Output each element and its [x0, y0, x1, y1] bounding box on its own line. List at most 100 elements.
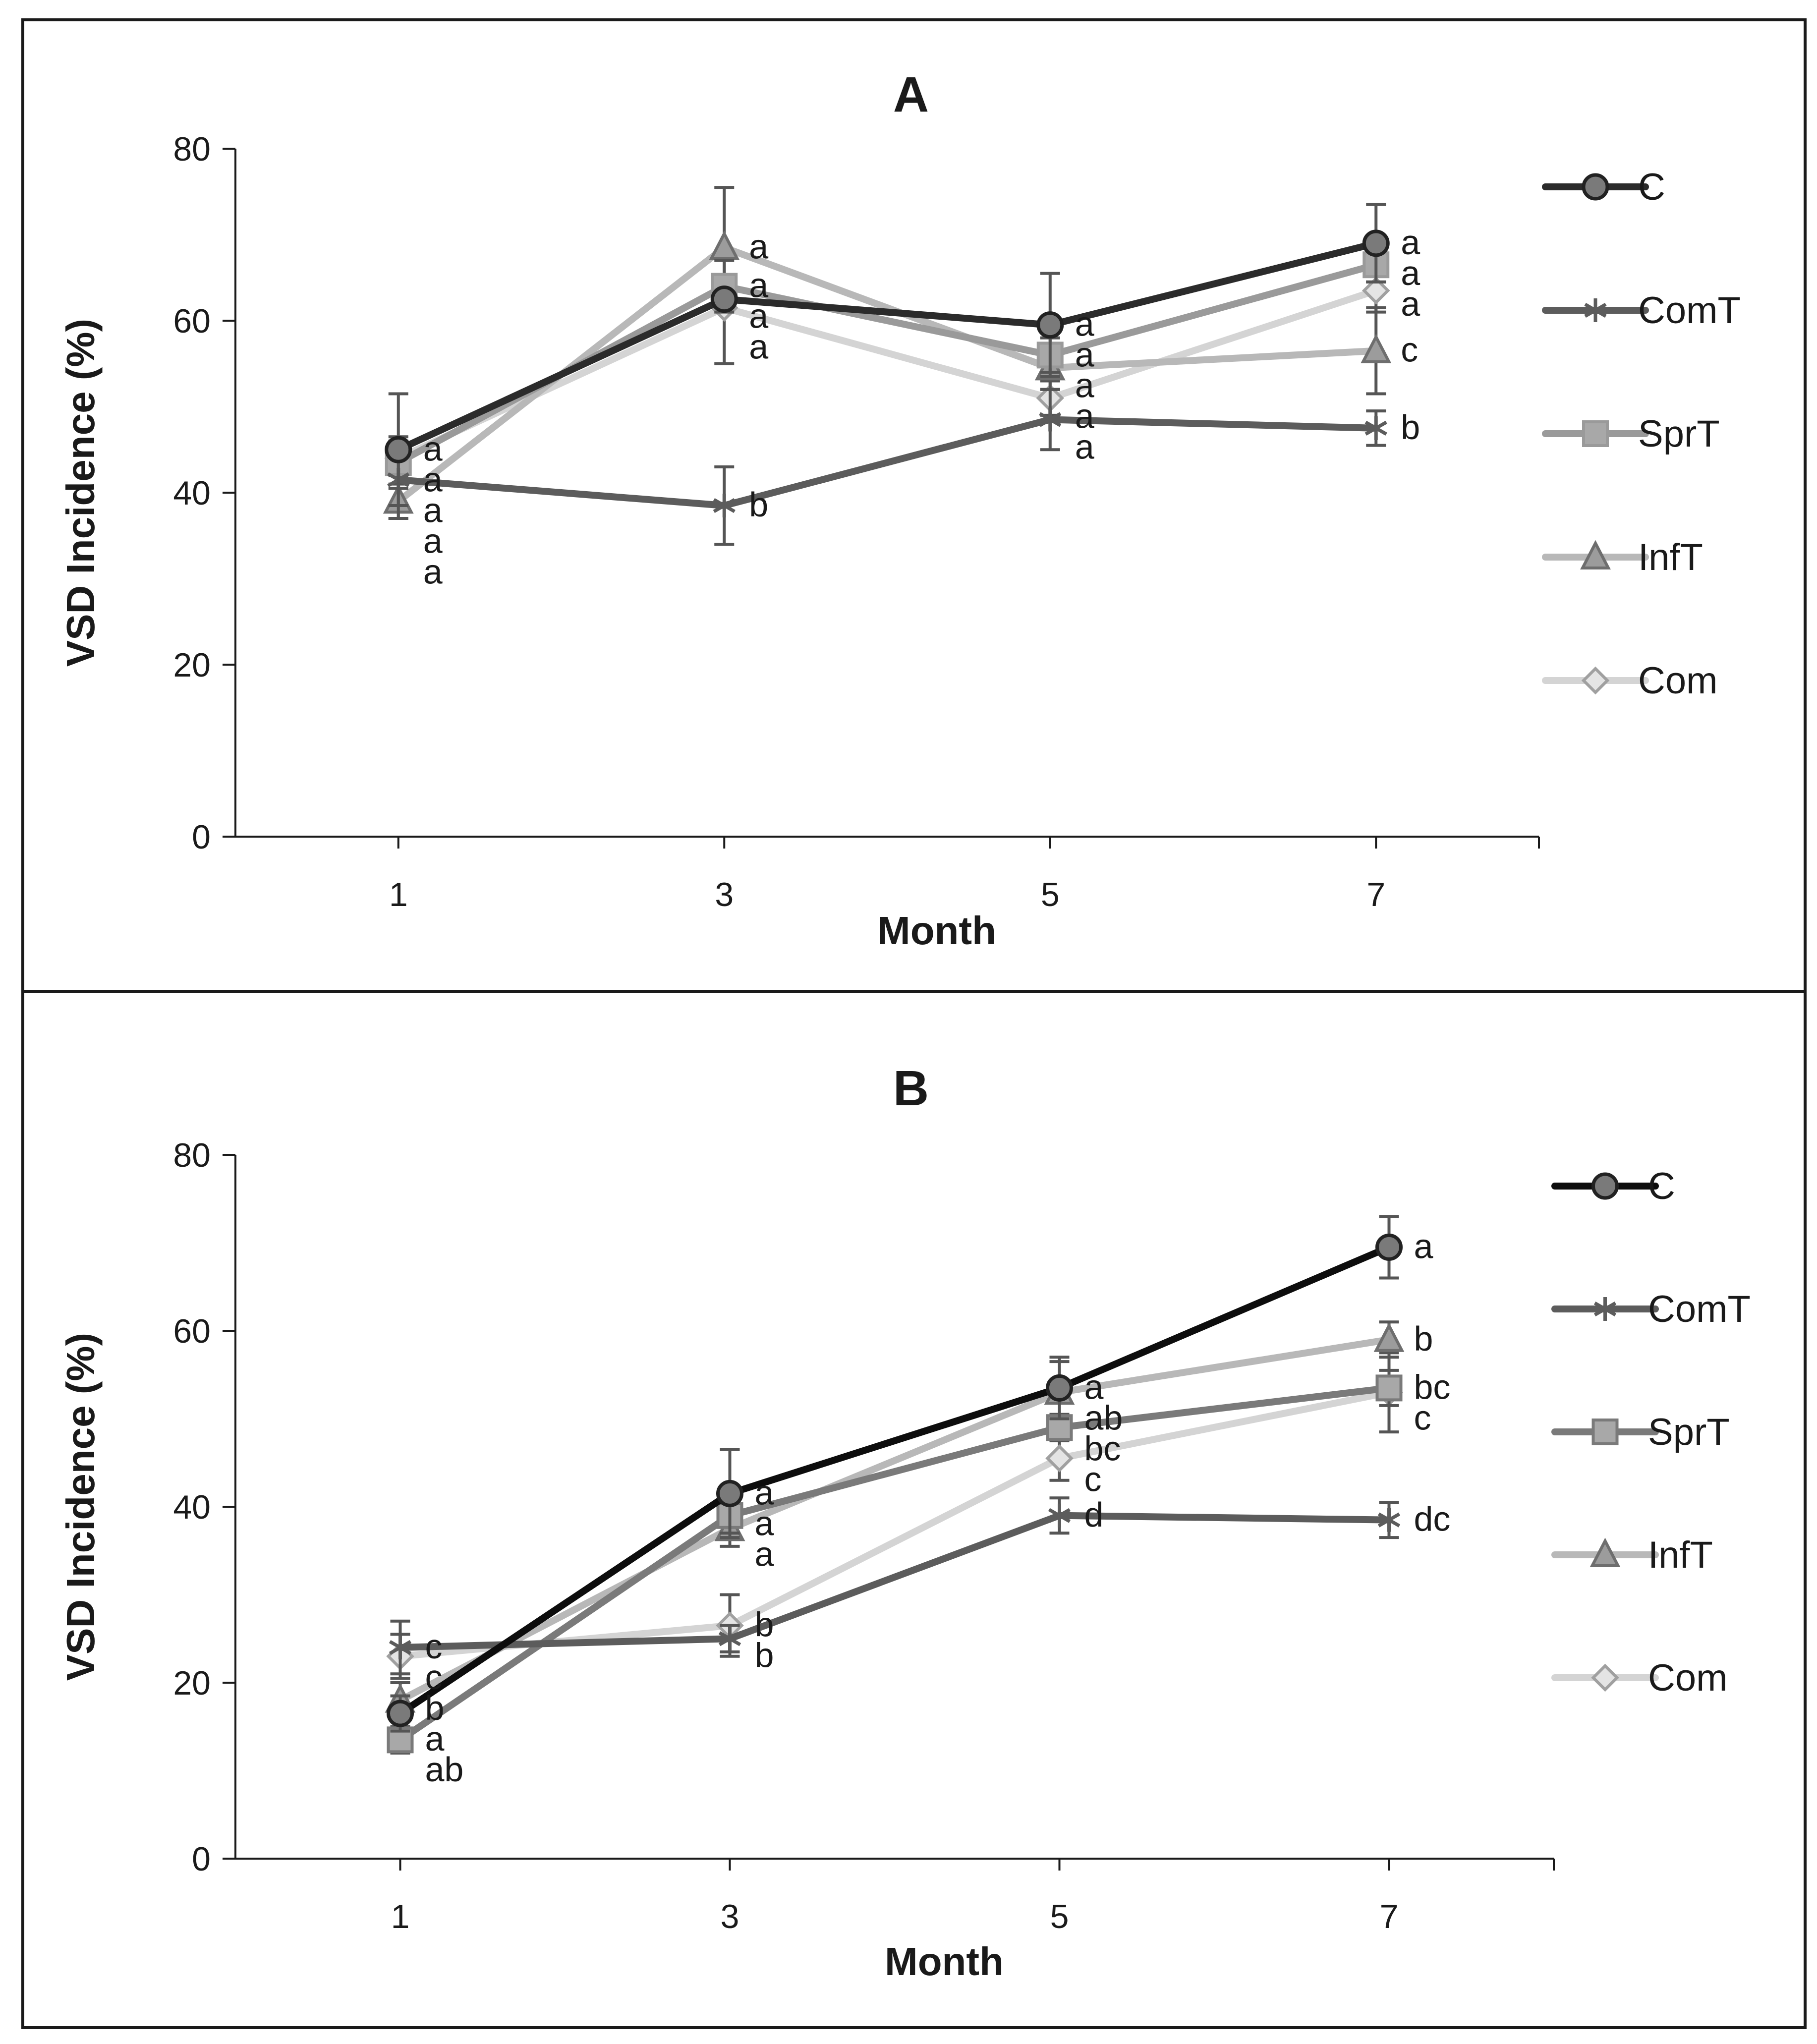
data-point: [1039, 407, 1062, 432]
x-tick-label: 3: [715, 876, 734, 913]
series-line: [397, 1384, 1393, 1744]
x-tick-label: 1: [391, 1898, 410, 1935]
y-axis-title: VSD Incidence (%): [58, 319, 103, 667]
x-tick-label: 7: [1380, 1898, 1399, 1935]
legend-item-sprt: SprT: [1551, 1411, 1730, 1453]
significance-label: a: [1401, 284, 1420, 323]
significance-label: c: [425, 1658, 443, 1697]
x-tick-label: 3: [721, 1898, 739, 1935]
series-line: [397, 1244, 1393, 1717]
chart-title: B: [893, 1061, 929, 1116]
x-tick-label: 7: [1366, 876, 1385, 913]
legend-marker: [1584, 298, 1607, 322]
data-point: [1046, 1374, 1073, 1402]
significance-label: b: [755, 1636, 774, 1675]
legend-label: ComT: [1648, 1288, 1751, 1330]
legend-marker: [1581, 666, 1610, 695]
data-point: [385, 436, 412, 463]
data-point: [1361, 334, 1392, 363]
series-line: [395, 287, 1380, 462]
significance-label: c: [425, 1627, 443, 1666]
y-tick-label: 0: [192, 818, 211, 856]
legend-label: Com: [1648, 1657, 1727, 1699]
data-point: [1362, 277, 1390, 305]
legend-marker: [1582, 173, 1609, 201]
significance-label: a: [423, 460, 443, 499]
panel-frame: [21, 990, 1807, 2029]
significance-label: b: [749, 485, 768, 524]
y-tick-label: 20: [173, 646, 211, 684]
legend-marker: [1582, 420, 1609, 447]
data-point: [1373, 1322, 1405, 1352]
significance-label: a: [749, 328, 768, 366]
significance-label: a: [1084, 1367, 1104, 1406]
data-point: [1364, 416, 1387, 440]
legend-item-sprt: SprT: [1542, 413, 1720, 455]
data-point: [710, 285, 738, 313]
legend-item-inft: InfT: [1542, 536, 1703, 578]
y-tick-label: 80: [173, 130, 211, 168]
legend-label: ComT: [1638, 289, 1741, 332]
significance-label: dc: [1414, 1500, 1451, 1538]
data-point: [709, 230, 740, 260]
data-point: [713, 494, 736, 518]
significance-label: a: [1401, 254, 1420, 292]
significance-label: d: [1084, 1495, 1104, 1534]
legend-marker: [1591, 1172, 1619, 1200]
series-line: [397, 1512, 1393, 1651]
significance-label: b: [755, 1605, 774, 1644]
legend-marker: [1580, 540, 1611, 569]
legend-label: SprT: [1638, 413, 1720, 455]
y-tick-label: 40: [173, 474, 211, 512]
legend-label: InfT: [1648, 1534, 1713, 1576]
significance-label: a: [755, 1504, 774, 1542]
significance-label: ab: [1084, 1398, 1123, 1437]
legend-label: SprT: [1648, 1411, 1730, 1453]
series-line: [397, 1336, 1393, 1704]
data-point: [1362, 229, 1390, 257]
series-line: [395, 416, 1380, 510]
legend-label: Com: [1638, 660, 1717, 702]
legend-label: InfT: [1638, 536, 1703, 578]
legend-label: C: [1648, 1165, 1675, 1207]
significance-label: b: [1401, 408, 1420, 447]
significance-label: a: [1075, 366, 1094, 405]
significance-label: a: [423, 521, 443, 560]
significance-label: c: [1414, 1398, 1431, 1437]
significance-label: a: [1075, 428, 1094, 466]
significance-label: a: [1075, 305, 1094, 343]
data-point: [1375, 1374, 1403, 1402]
legend-marker: [1591, 1419, 1619, 1445]
significance-label: c: [1401, 331, 1418, 369]
x-tick-label: 5: [1041, 876, 1060, 913]
legend-label: C: [1638, 166, 1665, 208]
significance-label: c: [1084, 1460, 1102, 1498]
significance-label: a: [425, 1719, 445, 1758]
significance-label: a: [755, 1534, 774, 1573]
y-tick-label: 20: [173, 1664, 211, 1702]
data-point: [387, 1700, 414, 1727]
legend-marker: [1591, 1663, 1619, 1692]
significance-label: a: [1401, 223, 1420, 262]
significance-label: a: [423, 429, 443, 468]
series-comt: [389, 1496, 1401, 1676]
data-point: [1048, 1503, 1071, 1528]
y-tick-label: 80: [173, 1136, 211, 1174]
x-axis-title: Month: [885, 1939, 1004, 1984]
legend-item-comt: ComT: [1551, 1288, 1751, 1330]
significance-label: ab: [425, 1750, 464, 1789]
x-tick-label: 1: [389, 876, 408, 913]
y-axis-title: VSD Incidence (%): [58, 1333, 103, 1681]
legend-marker: [1590, 1537, 1621, 1567]
significance-label: a: [749, 227, 768, 266]
legend-item-inft: InfT: [1551, 1534, 1713, 1576]
significance-label: b: [425, 1689, 445, 1727]
data-point: [1375, 1233, 1403, 1261]
y-tick-label: 0: [192, 1840, 211, 1878]
legend-item-c: C: [1551, 1165, 1675, 1207]
data-point: [1377, 1508, 1401, 1532]
x-axis-title: Month: [877, 908, 996, 953]
series-line: [395, 239, 1380, 454]
